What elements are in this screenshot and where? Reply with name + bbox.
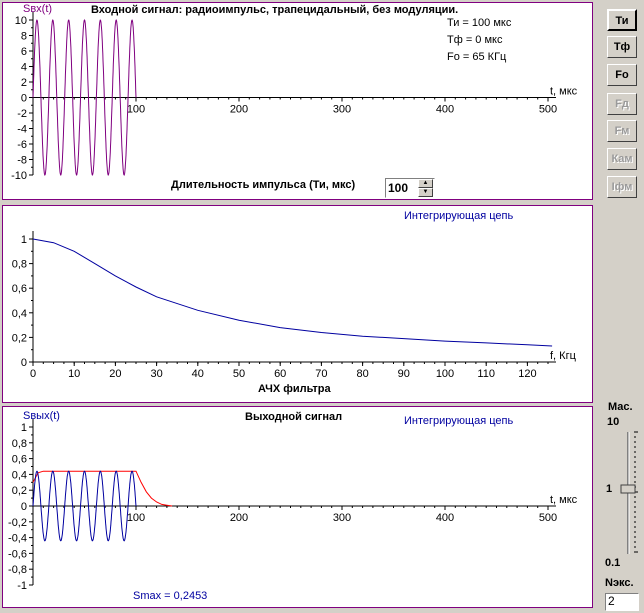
series-line-0 — [32, 470, 173, 507]
output-legend: Интегрирующая цепь — [404, 415, 514, 427]
y-tick-label: -0,6 — [8, 548, 27, 560]
y-axis-label: Sвх(t) — [23, 3, 52, 15]
y-tick-label: 0,2 — [12, 485, 27, 497]
y-tick-label: 0 — [21, 93, 27, 105]
ti-button[interactable]: Ти — [607, 9, 637, 31]
x-axis-label: f, Кгц — [550, 350, 577, 362]
smax-label: Smax = 0,2453 — [133, 590, 208, 602]
x-tick-label: 500 — [539, 104, 557, 116]
y-tick-label: 0,8 — [12, 438, 27, 450]
input-signal-title: Входной сигнал: радиоимпульс, трапецидал… — [91, 4, 459, 16]
x-tick-label: 400 — [436, 104, 454, 116]
x-tick-label: 10 — [68, 368, 80, 380]
filter-afc-chart: 1 0,8 0,6 0,4 0,2 00 10 20 30 40 50 60 70 80 90 100 110 1… — [12, 231, 577, 380]
scale-title: Мас. — [608, 401, 633, 413]
series-line-0 — [32, 19, 137, 176]
filter-afc-panel: 1 0,8 0,6 0,4 0,2 0 0 10 20 30 40 50 60 70 80 90 100 110 1… — [2, 205, 593, 403]
spin-up-button[interactable]: ▲ — [418, 179, 433, 188]
fo-button[interactable]: Fo — [607, 64, 637, 86]
x-tick-label: 0 — [30, 368, 36, 380]
y-tick-label: 1 — [21, 422, 27, 434]
duration-value[interactable]: 100 — [388, 181, 409, 195]
y-tick-label: 0 — [21, 357, 27, 369]
x-tick-label: 30 — [150, 368, 162, 380]
x-tick-label: 200 — [230, 104, 248, 116]
y-tick-label: 0,2 — [12, 332, 27, 344]
y-tick-label: -0,4 — [8, 533, 27, 545]
tf-button[interactable]: Тф — [607, 36, 637, 58]
scale-slider[interactable] — [616, 428, 640, 558]
y-tick-label: 2 — [21, 77, 27, 89]
output-signal-panel: 1 0,8 0,6 0,4 0,2 0 -0,2 -0,4 -0,6 -0,8 -1 100 200 30… — [2, 406, 593, 608]
x-tick-label: 500 — [539, 512, 557, 524]
y-tick-label: -4 — [17, 124, 27, 136]
x-axis-label: t, мкс — [550, 86, 578, 98]
y-tick-label: 0 — [21, 501, 27, 513]
x-tick-label: 80 — [356, 368, 368, 380]
y-tick-label: 0,6 — [12, 454, 27, 466]
param-tf: Тф = 0 мкс — [447, 34, 503, 46]
nexp-label: Nэкс. — [605, 577, 634, 589]
param-ti: Ти = 100 мкс — [447, 17, 512, 29]
y-tick-label: 1 — [21, 234, 27, 246]
nexp-field[interactable]: 2 — [605, 593, 639, 611]
x-tick-label: 100 — [436, 368, 454, 380]
y-tick-label: -6 — [17, 139, 27, 151]
x-tick-label: 60 — [274, 368, 286, 380]
duration-spinner[interactable]: 100 ▲ ▼ — [385, 178, 435, 198]
x-tick-label: 100 — [127, 512, 145, 524]
x-tick-label: 40 — [192, 368, 204, 380]
x-tick-label: 300 — [333, 104, 351, 116]
scale-bottom-label: 0.1 — [605, 557, 621, 569]
series-line-0 — [32, 238, 553, 347]
y-tick-label: -0,2 — [8, 517, 27, 529]
nexp-value[interactable]: 2 — [608, 594, 615, 608]
x-tick-label: 50 — [233, 368, 245, 380]
series-line-1 — [32, 470, 137, 542]
y-tick-label: -8 — [17, 155, 27, 167]
y-tick-label: 6 — [21, 46, 27, 58]
input-signal-chart: 10 8 6 4 2 0 -2 -4 -6 -8 -10 100 200 300 400 500 t, мкс S… — [11, 3, 578, 182]
y-axis-label: Sвых(t) — [23, 410, 60, 422]
spin-down-button[interactable]: ▼ — [418, 188, 433, 197]
duration-label: Длительность импульса (Ти, мкс) — [171, 179, 356, 191]
ifm-button[interactable]: Iфм — [607, 176, 637, 198]
kam-button[interactable]: Кам — [607, 148, 637, 170]
fm-button[interactable]: Fм — [607, 120, 637, 142]
input-signal-panel: 10 8 6 4 2 0 -2 -4 -6 -8 -10 100 200 300 400 500 t, мкс S… — [2, 2, 593, 200]
scale-slider-thumb[interactable] — [620, 484, 636, 494]
y-tick-label: 0,6 — [12, 283, 27, 295]
x-tick-label: 100 — [127, 104, 145, 116]
y-tick-label: -1 — [17, 580, 27, 592]
y-tick-label: 10 — [15, 15, 27, 27]
x-tick-label: 90 — [398, 368, 410, 380]
x-tick-label: 200 — [230, 512, 248, 524]
output-signal-chart: 1 0,8 0,6 0,4 0,2 0 -0,2 -0,4 -0,6 -0,8 -1 100 200 30… — [8, 410, 578, 592]
y-tick-label: 0,8 — [12, 259, 27, 271]
fd-button[interactable]: Fд — [607, 93, 637, 115]
param-fo: Fo = 65 КГц — [447, 51, 507, 63]
y-tick-label: 0,4 — [12, 308, 27, 320]
y-tick-label: -10 — [11, 170, 27, 182]
y-tick-label: -2 — [17, 108, 27, 120]
afc-legend: Интегрирующая цепь — [404, 210, 514, 222]
output-title: Выходной сигнал — [245, 411, 343, 423]
afc-title: АЧХ фильтра — [258, 383, 331, 395]
x-tick-label: 70 — [315, 368, 327, 380]
x-axis-label: t, мкс — [550, 494, 578, 506]
x-tick-label: 110 — [477, 368, 495, 380]
y-tick-label: 8 — [21, 31, 27, 43]
x-tick-label: 120 — [518, 368, 536, 380]
scale-top-label: 10 — [607, 416, 620, 428]
y-tick-label: -0,8 — [8, 564, 27, 576]
x-tick-label: 300 — [333, 512, 351, 524]
y-tick-label: 4 — [21, 62, 27, 74]
x-tick-label: 400 — [436, 512, 454, 524]
y-tick-label: 0,4 — [12, 469, 27, 481]
scale-mid-label: 1 — [606, 483, 613, 495]
x-tick-label: 20 — [109, 368, 121, 380]
